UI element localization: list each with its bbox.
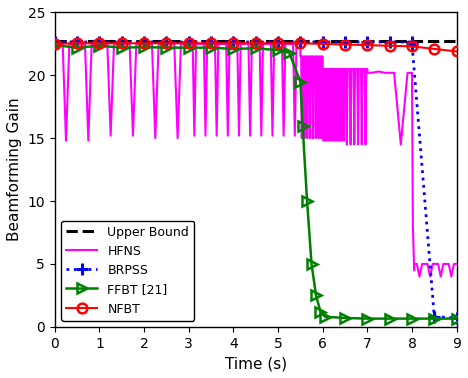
- NFBT: [409, 44, 415, 49]
- Line: NFBT: NFBT: [50, 39, 461, 56]
- FFBT [21]: [186, 45, 191, 50]
- FFBT [21]: [74, 45, 80, 50]
- X-axis label: Time (s): Time (s): [225, 356, 287, 371]
- HFNS: [454, 262, 460, 266]
- HFNS: [119, 42, 124, 46]
- NFBT: [454, 49, 460, 54]
- Upper Bound: [52, 39, 58, 43]
- BRPSS: [342, 40, 348, 44]
- NFBT: [320, 42, 326, 46]
- FFBT [21]: [304, 199, 310, 203]
- Legend: Upper Bound, HFNS, BRPSS, FFBT [21], NFBT: Upper Bound, HFNS, BRPSS, FFBT [21], NFB…: [61, 220, 194, 321]
- Line: FFBT [21]: FFBT [21]: [50, 40, 461, 324]
- BRPSS: [97, 40, 102, 44]
- FFBT [21]: [342, 316, 348, 320]
- BRPSS: [74, 40, 80, 44]
- NFBT: [365, 43, 370, 47]
- NFBT: [342, 42, 348, 47]
- BRPSS: [409, 42, 415, 46]
- NFBT: [74, 41, 80, 45]
- BRPSS: [186, 40, 191, 44]
- FFBT [21]: [409, 316, 415, 321]
- FFBT [21]: [286, 50, 292, 55]
- FFBT [21]: [253, 46, 258, 51]
- NFBT: [208, 41, 214, 45]
- BRPSS: [164, 40, 169, 44]
- NFBT: [253, 41, 258, 45]
- FFBT [21]: [208, 45, 214, 50]
- Y-axis label: Beamforming Gain: Beamforming Gain: [7, 98, 22, 242]
- FFBT [21]: [164, 45, 169, 50]
- FFBT [21]: [298, 79, 303, 84]
- NFBT: [164, 41, 169, 45]
- NFBT: [52, 42, 58, 46]
- FFBT [21]: [52, 43, 58, 47]
- BRPSS: [454, 316, 460, 320]
- BRPSS: [231, 40, 236, 44]
- HFNS: [325, 67, 331, 71]
- HFNS: [417, 274, 422, 279]
- FFBT [21]: [454, 316, 460, 321]
- NFBT: [431, 46, 437, 51]
- Upper Bound: [97, 39, 102, 43]
- FFBT [21]: [322, 314, 328, 319]
- HFNS: [299, 54, 304, 59]
- BRPSS: [320, 40, 326, 44]
- FFBT [21]: [318, 310, 323, 314]
- NFBT: [298, 41, 303, 45]
- FFBT [21]: [431, 316, 437, 321]
- NFBT: [275, 41, 281, 45]
- BRPSS: [431, 314, 437, 319]
- BRPSS: [387, 40, 393, 44]
- FFBT [21]: [300, 123, 306, 128]
- FFBT [21]: [275, 48, 281, 53]
- NFBT: [141, 41, 147, 45]
- FFBT [21]: [231, 46, 236, 51]
- FFBT [21]: [97, 43, 102, 48]
- FFBT [21]: [141, 45, 147, 49]
- Line: HFNS: HFNS: [55, 44, 457, 276]
- Line: BRPSS: BRPSS: [49, 36, 463, 324]
- BRPSS: [253, 40, 258, 44]
- HFNS: [314, 54, 320, 59]
- FFBT [21]: [313, 293, 319, 297]
- BRPSS: [141, 40, 147, 44]
- HFNS: [52, 42, 58, 46]
- HFNS: [318, 54, 323, 59]
- BRPSS: [52, 40, 58, 44]
- FFBT [21]: [387, 316, 393, 321]
- BRPSS: [298, 40, 303, 44]
- NFBT: [186, 41, 191, 45]
- NFBT: [387, 43, 393, 48]
- FFBT [21]: [309, 262, 314, 266]
- BRPSS: [275, 40, 281, 44]
- NFBT: [97, 41, 102, 45]
- BRPSS: [409, 40, 415, 44]
- NFBT: [231, 41, 236, 45]
- NFBT: [119, 41, 124, 45]
- HFNS: [430, 262, 436, 266]
- BRPSS: [208, 40, 214, 44]
- FFBT [21]: [365, 316, 370, 321]
- FFBT [21]: [119, 45, 124, 50]
- BRPSS: [119, 40, 124, 44]
- BRPSS: [365, 40, 370, 44]
